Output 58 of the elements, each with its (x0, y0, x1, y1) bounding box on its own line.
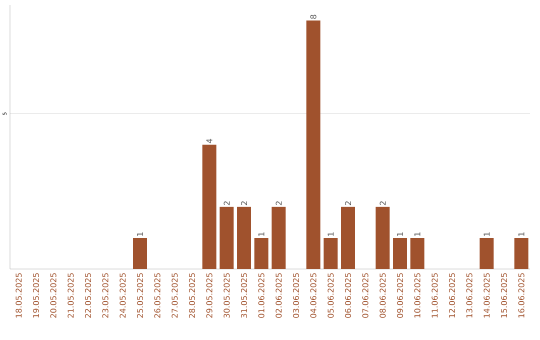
x-tick-label: 10.06.2025 (414, 273, 420, 318)
bar (220, 206, 234, 269)
bar (480, 238, 494, 269)
data-label: 2 (380, 201, 386, 206)
x-tick-label: 21.05.2025 (68, 273, 74, 318)
x-tick-label: 20.05.2025 (50, 273, 56, 318)
bar (254, 238, 268, 269)
x-tick-label: 14.06.2025 (484, 273, 490, 318)
x-tick-label: 02.06.2025 (276, 273, 282, 318)
bar (341, 206, 356, 269)
data-label: 2 (241, 201, 247, 206)
bar (306, 20, 320, 269)
x-tick-label: 15.06.2025 (500, 273, 508, 318)
x-tick-label: 03.06.2025 (292, 273, 300, 318)
bar (272, 206, 286, 269)
x-tick-label: 19.05.2025 (32, 273, 40, 318)
x-tick-label: 07.06.2025 (362, 273, 368, 318)
x-tick-label: 28.05.2025 (188, 273, 196, 318)
bar (410, 238, 424, 269)
x-tick-label: 24.05.2025 (120, 273, 126, 318)
bar (133, 238, 147, 269)
x-tick-label: 05.06.2025 (328, 273, 334, 318)
data-label: 1 (258, 232, 264, 236)
x-tick-label: 29.05.2025 (206, 273, 212, 318)
data-label: 8 (310, 14, 316, 19)
x-tick-label: 27.05.2025 (172, 273, 178, 318)
x-tick-label: 12.06.2025 (448, 273, 456, 318)
bar (393, 238, 407, 269)
x-tick-label: 01.06.2025 (258, 273, 264, 318)
x-tick-label: 08.06.2025 (380, 273, 386, 318)
data-label: 1 (137, 232, 143, 236)
x-tick-label: 31.05.2025 (240, 273, 248, 318)
x-tick-label: 18.05.2025 (16, 273, 22, 318)
x-tick-label: 16.06.2025 (518, 273, 524, 318)
x-tick-label: 04.06.2025 (310, 273, 316, 318)
x-tick-label: 30.05.2025 (224, 273, 230, 318)
x-tick-label: 22.05.2025 (84, 273, 92, 318)
bar (237, 206, 251, 269)
x-tick-label: 06.06.2025 (344, 273, 352, 318)
bar (202, 144, 216, 269)
x-tick-label: 26.05.2025 (154, 273, 160, 318)
x-tick-label: 13.06.2025 (466, 273, 472, 318)
x-tick-label: 23.05.2025 (102, 273, 108, 318)
bar (514, 238, 528, 269)
data-label: 2 (276, 201, 282, 206)
data-label: 1 (484, 232, 490, 236)
data-label: 1 (414, 232, 420, 236)
data-label: 1 (518, 232, 524, 236)
data-label: 1 (397, 232, 403, 236)
x-tick-label: 25.05.2025 (136, 273, 144, 318)
bar (324, 238, 338, 269)
data-label: 2 (224, 201, 230, 206)
bar (376, 206, 390, 269)
x-tick-label: 09.06.2025 (396, 273, 404, 318)
data-label: 4 (206, 138, 212, 144)
data-label: 2 (345, 201, 351, 206)
x-tick-label: 11.06.2025 (432, 273, 438, 318)
data-label: 1 (328, 232, 334, 236)
